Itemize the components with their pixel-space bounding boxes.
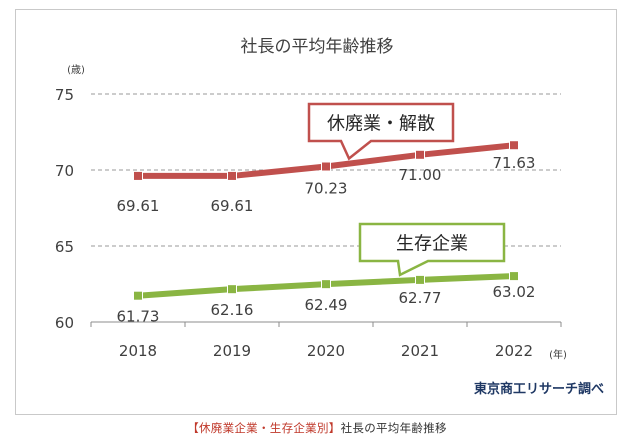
chart-figure: 社長の平均年齢推移 (歳) (年) 東京商工リサーチ調べ 60 65 70 75 20… xyxy=(15,9,617,415)
legend-callout-closed-box xyxy=(307,102,455,161)
data-label: 71.00 xyxy=(399,166,442,184)
data-label: 69.61 xyxy=(211,197,254,215)
data-point-marker xyxy=(133,290,143,301)
data-label: 61.73 xyxy=(117,308,160,326)
data-point-marker xyxy=(227,170,237,181)
legend-callout-closed-label: 休廃業・解散 xyxy=(327,114,435,135)
caption-text: 社長の平均年齢推移 xyxy=(340,421,447,435)
data-point-marker xyxy=(415,149,425,160)
y-tick-label-60: 60 xyxy=(55,314,74,332)
data-point-marker xyxy=(509,271,519,282)
x-axis-unit-label: (年) xyxy=(549,348,567,361)
caption-prefix: 【休廃業企業・生存企業別】 xyxy=(187,421,341,435)
x-tick-label-2018: 2018 xyxy=(119,342,157,360)
y-tick-label-65: 65 xyxy=(55,238,74,256)
data-point-marker xyxy=(415,274,425,285)
x-tick-label-2019: 2019 xyxy=(213,342,251,360)
data-label: 62.77 xyxy=(399,289,442,307)
source-note: 東京商工リサーチ調べ xyxy=(474,381,604,397)
y-axis-ticks: 60 65 70 75 xyxy=(55,86,74,332)
legend-callout-surviving-box xyxy=(358,222,506,277)
x-tick-label-2020: 2020 xyxy=(307,342,345,360)
data-label: 70.23 xyxy=(305,180,348,198)
data-point-marker xyxy=(321,161,331,172)
chart-canvas: 社長の平均年齢推移 (歳) (年) 東京商工リサーチ調べ 60 65 70 75 20… xyxy=(55,37,604,397)
data-point-marker xyxy=(133,170,143,181)
data-point-marker xyxy=(321,279,331,290)
x-tick-label-2022: 2022 xyxy=(495,342,533,360)
figure-caption: 【休廃業企業・生存企業別】社長の平均年齢推移 xyxy=(0,420,634,436)
data-label: 71.63 xyxy=(493,154,536,172)
data-label: 63.02 xyxy=(493,283,536,301)
chart-title: 社長の平均年齢推移 xyxy=(241,37,394,57)
data-labels-layer: 69.61 69.61 70.23 71.00 71.63 61.73 62.16 62.49… xyxy=(117,154,536,325)
x-tick-label-2021: 2021 xyxy=(401,342,439,360)
series-layer xyxy=(133,140,519,301)
data-label: 62.49 xyxy=(305,296,348,314)
x-axis-ticks: 2018 2019 2020 2021 2022 xyxy=(119,342,533,360)
data-label: 62.16 xyxy=(211,301,254,319)
y-tick-label-70: 70 xyxy=(55,162,74,180)
y-axis-unit-label: (歳) xyxy=(67,64,85,76)
y-tick-label-75: 75 xyxy=(55,86,74,104)
data-point-marker xyxy=(227,284,237,295)
data-label: 69.61 xyxy=(117,197,160,215)
data-point-marker xyxy=(509,140,519,151)
legend-callout-surviving-label: 生存企業 xyxy=(396,234,468,255)
